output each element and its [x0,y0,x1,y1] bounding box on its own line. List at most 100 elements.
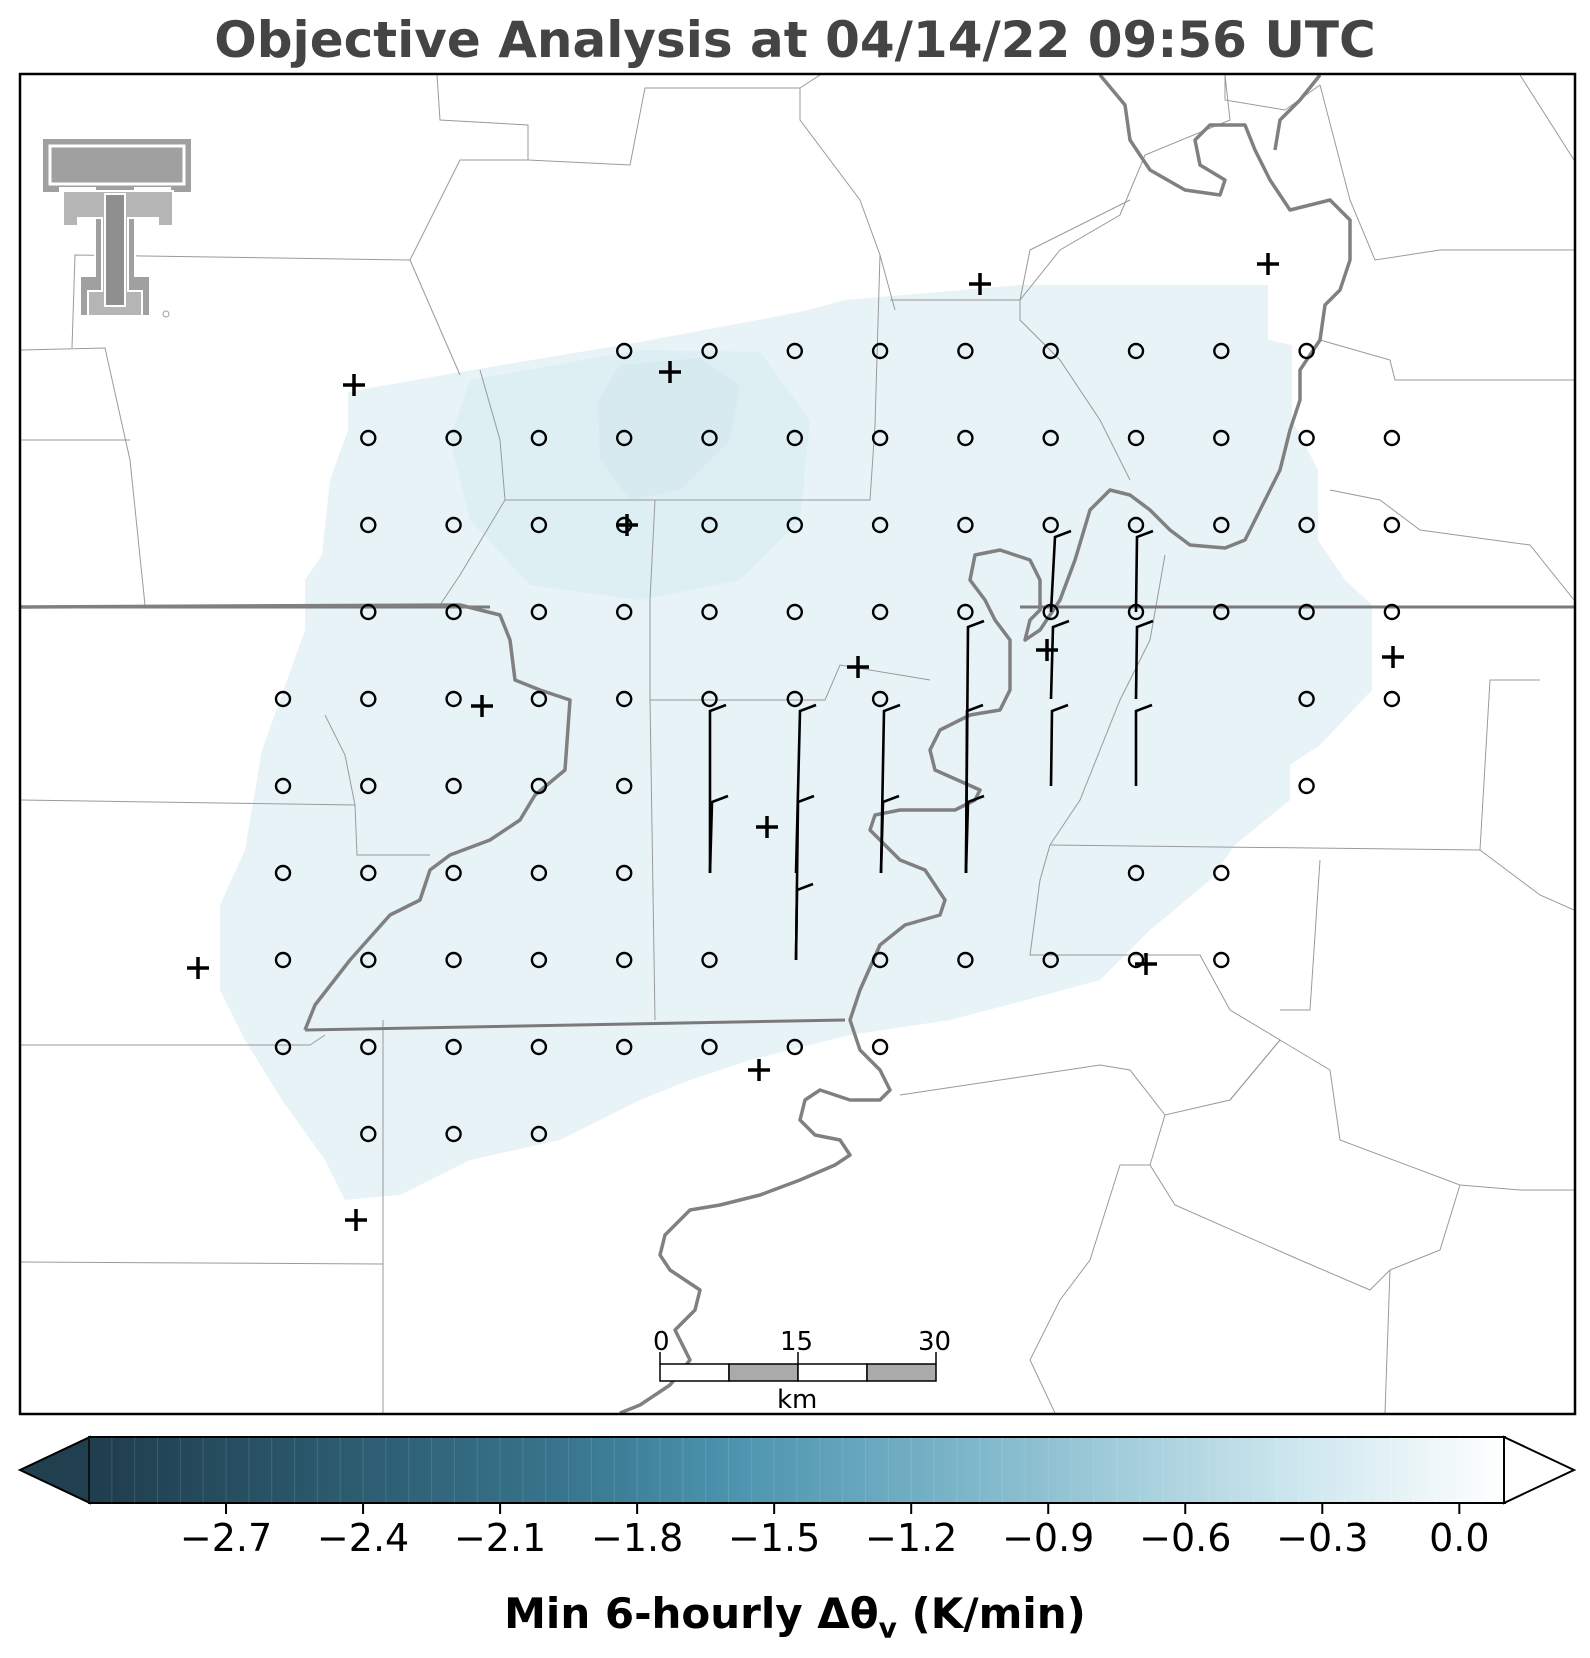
grid-point [1127,516,1145,534]
observation-site-marker [1257,253,1279,275]
grid-point [530,516,548,534]
grid-point [360,1125,377,1143]
grid-point [530,777,548,795]
observation-site-marker [187,957,209,979]
grid-point [616,603,633,621]
grid-point [701,516,718,534]
observation-site-marker [471,695,493,717]
colorbar-tick-label: −0.6 [1139,1516,1231,1560]
grid-point [786,429,803,447]
map-frame [18,72,1577,1416]
observation-sites [187,253,1404,1231]
wind-barb [708,703,727,873]
grid-point [616,1038,633,1056]
grid-point [360,864,377,882]
colorbar-tick-label: −2.4 [317,1516,409,1560]
observation-site-marker [1036,639,1058,661]
grid-point [274,690,292,708]
grid-point [1213,864,1230,882]
grid-point [616,777,633,795]
grid-point [1042,342,1059,360]
colorbar-label: Min 6-hourly Δθv (K/min) [0,1586,1590,1656]
scale-label-30: 30 [918,1327,951,1357]
wind-barb [879,794,900,874]
grid-point [1298,342,1315,360]
grid-point [530,1038,548,1056]
colorbar-label-units: (K/min) [896,1589,1086,1638]
wind-barb [1049,619,1070,700]
grid-point [871,342,889,360]
colorbar-ticks: −2.7 −2.4 −2.1 −1.8 −1.5 −1.2 −0.9 −0.6 −0.3 0.0 [180,1503,1490,1560]
grid-point [530,864,548,882]
grid-point [786,516,803,534]
observation-site-marker [343,374,365,396]
grid-point [1213,951,1230,969]
grid-point [957,429,974,447]
observation-site-marker [748,1059,770,1081]
analysis-min-core [598,358,740,500]
grid-point [445,429,462,447]
grid-point [1298,603,1315,621]
observation-site-marker [1382,646,1404,668]
colorbar-label-sub: v [878,1611,897,1645]
grid-point [616,342,633,360]
grid-point [360,951,377,969]
scale-label-0: 0 [653,1327,670,1357]
grid-point [701,603,718,621]
grid-point [360,429,377,447]
wind-barb [1049,529,1072,613]
grid-point [445,777,462,795]
grid-point [1383,690,1401,708]
colorbar-extend-high [1503,1435,1577,1505]
grid-point [360,516,377,534]
grid-point [1042,516,1059,534]
colorbar-tick-label: −2.7 [180,1516,272,1560]
grid-point [360,1038,377,1056]
grid-point [871,690,889,708]
texas-tech-logo [41,137,193,318]
grid-point [1127,951,1145,969]
colorbar-tick-label: −0.3 [1276,1516,1368,1560]
grid-point [530,1125,548,1143]
observation-site-marker [345,1209,367,1231]
grid-point [957,603,974,621]
wind-barb [1134,619,1154,700]
grid-point [786,1038,803,1056]
grid-point [616,429,633,447]
observation-site-marker [847,656,869,678]
grid-point [701,690,718,708]
grid-point [871,951,889,969]
grid-point [786,342,803,360]
map-panel: 0 15 30 km [18,72,1577,1416]
wind-barb [1134,529,1154,613]
grid-point [957,342,974,360]
grid-point [701,342,718,360]
grid-point [274,1038,292,1056]
grid-point [1042,951,1059,969]
grid-point [871,603,889,621]
colorbar: −2.7 −2.4 −2.1 −1.8 −1.5 −1.2 −0.9 −0.6 −0.3 0.0 [17,1435,1577,1560]
grid-point [360,777,377,795]
grid-point [786,690,803,708]
grid-point [1383,429,1401,447]
grid-point [445,690,462,708]
page-title: Objective Analysis at 04/14/22 09:56 UTC [214,11,1376,69]
observation-site-marker [659,361,681,383]
grid-point [616,690,633,708]
grid-point [871,1038,889,1056]
grid-point [1213,342,1230,360]
scale-bar: 0 15 30 km [653,1327,951,1415]
grid-point [445,1125,462,1143]
wind-barb [1134,703,1153,786]
colorbar-body [88,1436,1506,1504]
wind-barb [708,794,729,874]
grid-point [1298,429,1315,447]
grid-point [530,603,548,621]
grid-point [445,516,462,534]
observation-site-marker [969,273,991,295]
scale-unit: km [777,1385,817,1415]
colorbar-tick-label: −1.2 [865,1516,957,1560]
colorbar-tick-label: 0.0 [1429,1516,1489,1560]
wind-barb [794,882,814,961]
grid-point [957,951,974,969]
